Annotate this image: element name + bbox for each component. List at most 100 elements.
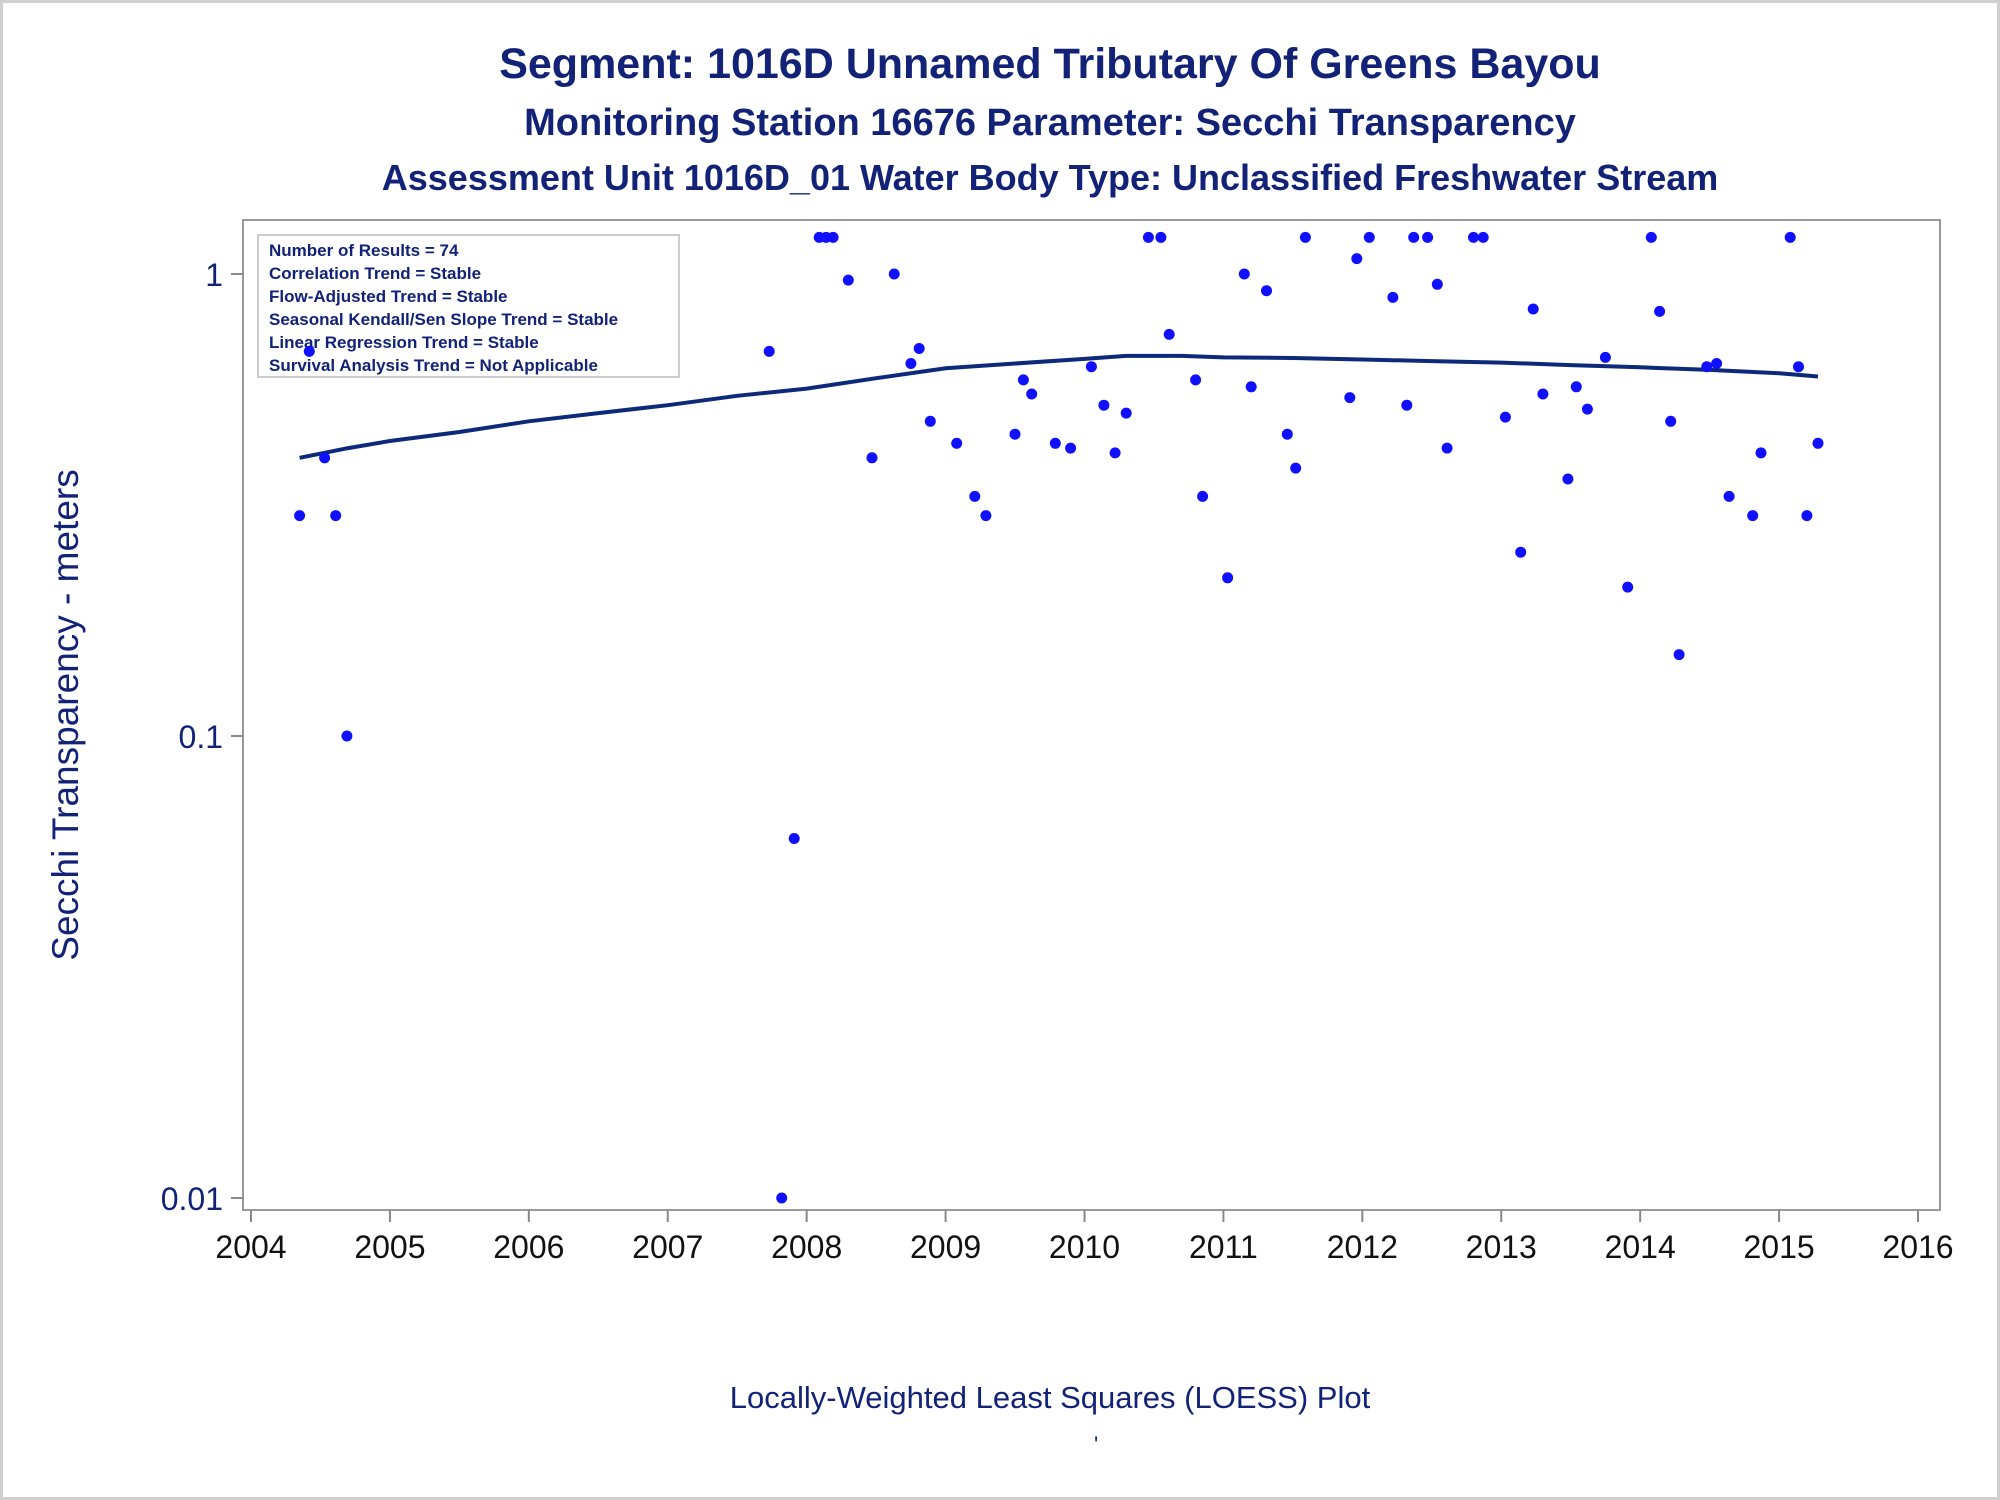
data-point (1581, 403, 1593, 415)
x-tick-label: 2010 (1049, 1229, 1120, 1265)
data-point (1812, 437, 1824, 449)
stats-legend-box: Number of Results = 74 Correlation Trend… (257, 234, 680, 378)
data-point (1017, 374, 1029, 386)
data-point (1197, 490, 1209, 502)
data-point (341, 730, 353, 742)
data-point (1299, 231, 1311, 243)
y-tick-label: 0.01 (161, 1181, 223, 1217)
data-point (1723, 490, 1735, 502)
x-tick-label: 2016 (1882, 1229, 1953, 1265)
x-axis: 2004 2005 2006 2007 2008 2009 2010 2011 2012 2013… (215, 1210, 1954, 1265)
data-point (1387, 291, 1399, 303)
x-tick-label: 2005 (354, 1229, 425, 1265)
data-point (1238, 268, 1250, 280)
chart-title: Segment: 1016D Unnamed Tributary Of Gree… (499, 40, 1601, 88)
data-point (1142, 231, 1154, 243)
data-point (951, 437, 963, 449)
data-point (1515, 546, 1527, 558)
data-point (763, 345, 775, 357)
data-point (1499, 411, 1511, 423)
data-point (1363, 231, 1375, 243)
plot-footnote: Locally-Weighted Least Squares (LOESS) P… (729, 1380, 1371, 1415)
data-point (1422, 231, 1434, 243)
x-tick-label: 2014 (1605, 1229, 1676, 1265)
data-point (1120, 407, 1132, 419)
x-tick-label: 2011 (1189, 1229, 1258, 1265)
data-point (294, 510, 306, 522)
stats-line: Linear Regression Trend = Stable (269, 333, 539, 352)
data-point (1477, 231, 1489, 243)
data-point (888, 268, 900, 280)
loess-curve (299, 353, 1819, 460)
data-point (1622, 581, 1634, 593)
stats-line: Survival Analysis Trend = Not Applicable (269, 356, 598, 375)
data-points (294, 231, 1824, 1204)
data-point (1065, 442, 1077, 454)
chart-subtitle-assessment: Assessment Unit 1016D_01 Water Body Type… (381, 157, 1719, 198)
data-point (1222, 572, 1234, 584)
stats-line: Correlation Trend = Stable (269, 264, 481, 283)
y-axis-label: Secchi Transparency - meters (45, 469, 86, 960)
data-point (1468, 231, 1479, 243)
data-point (1261, 285, 1272, 297)
data-point (1747, 510, 1759, 522)
data-point (1351, 253, 1363, 265)
data-point (1537, 388, 1549, 400)
data-point (1755, 447, 1767, 459)
data-point (1163, 328, 1175, 340)
data-point (303, 345, 315, 357)
data-point (1441, 442, 1453, 454)
x-tick-label: 2008 (771, 1229, 842, 1265)
x-tick-label: 2006 (493, 1229, 564, 1265)
data-point (319, 452, 331, 464)
y-tick-label: 1 (205, 257, 223, 293)
data-point (1701, 361, 1713, 373)
data-point (1599, 351, 1611, 363)
data-point (980, 510, 992, 522)
data-point (1281, 428, 1293, 440)
footnote-mark: ' (1094, 1432, 1099, 1457)
x-tick-label: 2007 (632, 1229, 703, 1265)
data-point (924, 415, 936, 427)
data-point (866, 452, 878, 464)
data-point (1109, 447, 1121, 459)
data-point (1431, 278, 1443, 290)
data-point (1562, 473, 1574, 485)
x-tick-label: 2012 (1327, 1229, 1398, 1265)
data-point (1527, 303, 1539, 315)
data-point (1665, 415, 1677, 427)
data-point (1085, 361, 1097, 373)
data-point (1098, 399, 1110, 411)
data-point (1801, 510, 1813, 522)
data-point (1645, 231, 1657, 243)
x-tick-label: 2004 (215, 1229, 286, 1265)
data-point (1408, 231, 1420, 243)
data-point (1654, 305, 1666, 317)
y-axis: 0.01 0.1 1 (161, 257, 243, 1217)
data-point (776, 1192, 788, 1204)
stats-line: Number of Results = 74 (269, 241, 459, 260)
data-point (969, 490, 981, 502)
data-point (1793, 361, 1804, 373)
data-point (1344, 392, 1356, 404)
x-tick-label: 2009 (910, 1229, 981, 1265)
data-point (1570, 381, 1582, 393)
data-point (913, 343, 925, 354)
data-point (1401, 399, 1413, 411)
data-point (905, 358, 917, 369)
y-tick-label: 0.1 (179, 719, 223, 755)
chart-subtitle-station: Monitoring Station 16676 Parameter: Secc… (524, 102, 1576, 144)
data-point (330, 510, 342, 522)
data-point (1155, 231, 1167, 243)
data-point (1245, 381, 1257, 393)
x-tick-label: 2015 (1743, 1229, 1814, 1265)
stats-line: Seasonal Kendall/Sen Slope Trend = Stabl… (269, 310, 618, 329)
x-tick-label: 2013 (1466, 1229, 1537, 1265)
data-point (1290, 462, 1302, 474)
data-point (1190, 374, 1202, 386)
data-point (1711, 358, 1723, 369)
data-point (1673, 649, 1685, 661)
plot-area (242, 219, 1941, 1211)
data-point (788, 833, 800, 844)
